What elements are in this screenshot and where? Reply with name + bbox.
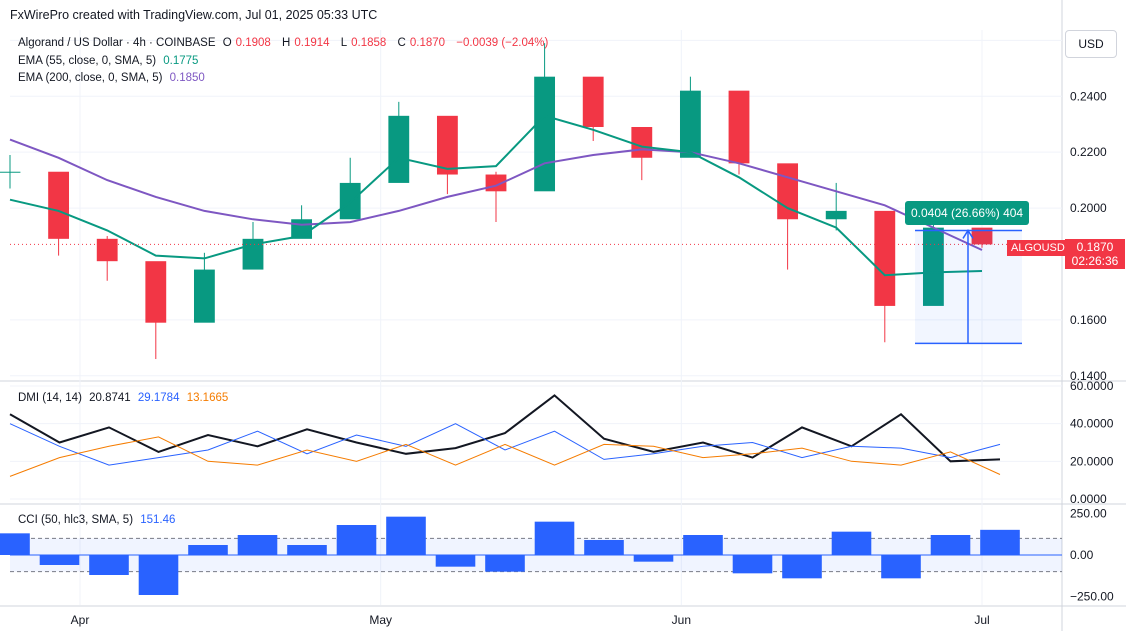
ema200-legend[interactable]: EMA (200, close, 0, SMA, 5) 0.1850 bbox=[18, 72, 209, 84]
cci-bar bbox=[138, 555, 179, 595]
cci-bar bbox=[683, 535, 723, 555]
dmi-legend[interactable]: DMI (14, 14) 20.8741 29.1784 13.1665 bbox=[18, 392, 232, 404]
price-axis-tick: 0.1600 bbox=[1070, 313, 1107, 327]
axis-layer: 0.26000.24000.22000.20000.16000.1400AprM… bbox=[71, 33, 1114, 627]
price-axis-tick: 0.1400 bbox=[1070, 369, 1107, 383]
ema200-line bbox=[9, 138, 983, 251]
cci-value: 151.46 bbox=[140, 514, 176, 526]
cci-bar bbox=[485, 555, 525, 572]
cci-bar bbox=[980, 529, 1020, 555]
candle-body bbox=[825, 210, 847, 220]
candle-body bbox=[874, 210, 896, 306]
candle-body bbox=[193, 269, 215, 323]
dmi-axis-tick: 20.0000 bbox=[1070, 454, 1114, 468]
time-axis-tick: Jun bbox=[672, 613, 691, 627]
dmi-plus-line bbox=[9, 423, 1001, 466]
low-label: L bbox=[340, 37, 348, 49]
candle-body bbox=[436, 115, 458, 175]
last-price-value: 0.1870 bbox=[1076, 240, 1114, 254]
price-axis-tick: 0.2000 bbox=[1070, 201, 1107, 215]
candle-body bbox=[728, 90, 750, 164]
high-value: 0.1914 bbox=[294, 37, 330, 49]
change-value: −0.0039 (−2.04%) bbox=[456, 37, 549, 49]
dmi-adx-value: 20.8741 bbox=[89, 392, 131, 404]
cci-bar bbox=[584, 540, 624, 555]
close-label: C bbox=[397, 37, 406, 49]
cci-axis-tick: −250.00 bbox=[1070, 590, 1114, 604]
high-label: H bbox=[282, 37, 291, 49]
ema55-label: EMA (55, close, 0, SMA, 5) bbox=[18, 55, 157, 67]
time-axis-tick: May bbox=[369, 613, 392, 627]
cci-bar bbox=[930, 535, 971, 555]
time-axis-tick: Apr bbox=[71, 613, 90, 627]
cci-bar bbox=[287, 545, 327, 555]
candle-body bbox=[48, 171, 70, 239]
ema55-value: 0.1775 bbox=[163, 55, 199, 67]
indicator-layer bbox=[0, 394, 1062, 595]
cci-bar bbox=[881, 555, 921, 579]
candle-body bbox=[679, 90, 701, 158]
cci-bar bbox=[336, 525, 377, 555]
cci-legend[interactable]: CCI (50, hlc3, SMA, 5) 151.46 bbox=[18, 514, 179, 526]
bar-countdown: 02:26:36 bbox=[1071, 254, 1119, 268]
symbol-legend: Algorand / US Dollar · 4h · COINBASE O 0.… bbox=[18, 37, 552, 49]
ema55-legend[interactable]: EMA (55, close, 0, SMA, 5) 0.1775 bbox=[18, 55, 202, 67]
cci-bar bbox=[831, 531, 872, 555]
dmi-axis-tick: 40.0000 bbox=[1070, 417, 1114, 431]
price-axis-tick: 0.2400 bbox=[1070, 89, 1107, 103]
open-value: 0.1908 bbox=[235, 37, 271, 49]
candle-body bbox=[582, 76, 604, 128]
cci-bar bbox=[89, 555, 129, 575]
cci-bar bbox=[782, 555, 822, 579]
cci-bar bbox=[39, 555, 80, 565]
measure-label: 0.0404 (26.66%) 404 bbox=[905, 201, 1030, 225]
cci-axis-tick: 0.00 bbox=[1070, 548, 1094, 562]
cci-bar bbox=[732, 555, 773, 574]
cci-bar bbox=[534, 521, 575, 555]
ema200-value: 0.1850 bbox=[169, 72, 205, 84]
candle-body bbox=[922, 227, 944, 306]
cci-bar bbox=[435, 555, 476, 567]
candle-body bbox=[388, 115, 410, 183]
price-layer bbox=[0, 43, 1062, 360]
ema55-line bbox=[9, 114, 983, 277]
candle-body bbox=[339, 182, 361, 220]
cci-label: CCI (50, hlc3, SMA, 5) bbox=[18, 514, 134, 526]
candle-body bbox=[0, 171, 21, 173]
cci-axis-tick: 250.00 bbox=[1070, 506, 1107, 520]
dmi-axis-tick: 60.0000 bbox=[1070, 379, 1114, 393]
candle-body bbox=[631, 127, 653, 158]
close-value: 0.1870 bbox=[409, 37, 446, 49]
cci-bar bbox=[188, 545, 228, 555]
dmi-axis-tick: 0.0000 bbox=[1070, 492, 1107, 506]
dmi-minus-value: 13.1665 bbox=[186, 392, 229, 404]
dmi-minus-line bbox=[9, 436, 1001, 477]
candle-body bbox=[96, 238, 118, 262]
candle-body bbox=[971, 227, 993, 245]
price-axis-tick: 0.2200 bbox=[1070, 145, 1107, 159]
cci-bar bbox=[0, 533, 30, 555]
chart-credit: FxWirePro created with TradingView.com, … bbox=[10, 8, 378, 22]
symbol-title: Algorand / US Dollar · 4h · COINBASE bbox=[18, 37, 216, 49]
cci-bar bbox=[386, 516, 426, 555]
candle-body bbox=[145, 261, 167, 323]
symbol-price-tag: ALGOUSD bbox=[1007, 240, 1069, 256]
candle-body bbox=[534, 76, 556, 192]
low-value: 0.1858 bbox=[351, 37, 387, 49]
time-axis-tick: Jul bbox=[974, 613, 989, 627]
cci-bar bbox=[237, 535, 278, 555]
dmi-adx-line bbox=[9, 394, 1001, 463]
dmi-label: DMI (14, 14) bbox=[18, 392, 82, 404]
cci-bar bbox=[633, 555, 674, 562]
last-price-tag: 0.1870 02:26:36 bbox=[1065, 239, 1125, 269]
currency-button[interactable]: USD bbox=[1065, 30, 1117, 58]
ema200-label: EMA (200, close, 0, SMA, 5) bbox=[18, 72, 163, 84]
dmi-plus-value: 29.1784 bbox=[137, 392, 180, 404]
measure-arrow-head bbox=[962, 229, 974, 239]
open-label: O bbox=[222, 37, 232, 49]
